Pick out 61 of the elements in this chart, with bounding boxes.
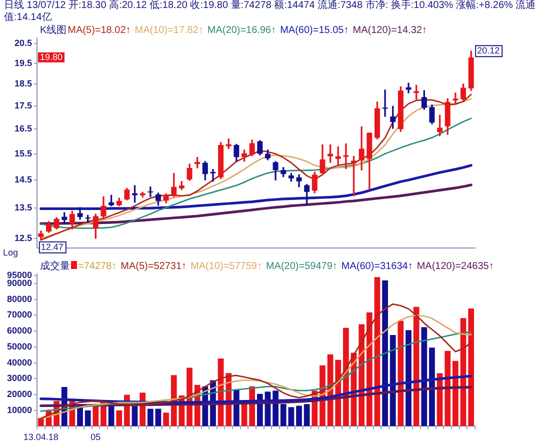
bar xyxy=(147,408,154,426)
bar xyxy=(92,406,99,426)
bar xyxy=(280,404,286,426)
candlestick xyxy=(452,92,458,104)
candlestick xyxy=(343,143,349,170)
y-tick-label: 12.5 xyxy=(14,232,32,243)
legend-title: 成交量 xyxy=(40,261,70,272)
y-tick-label: 50000 xyxy=(6,341,32,352)
y-tick-label: 60000 xyxy=(6,326,32,336)
text: MA(10)=57759↑ xyxy=(190,261,262,272)
y-tick-label: 10000 xyxy=(6,404,32,415)
y-tick-label: 40000 xyxy=(6,357,32,368)
text: MA(10)=17.82↑ xyxy=(134,25,204,36)
y-tick-label: 17.5 xyxy=(14,100,32,110)
text: MA(5)=18.02↑ xyxy=(68,25,131,36)
text: Log xyxy=(3,247,18,258)
y-tick-label: 20000 xyxy=(6,388,32,399)
bar xyxy=(468,308,474,426)
bar xyxy=(413,306,420,426)
y-tick-label: 15.5 xyxy=(14,148,32,158)
legend-title: K线图 xyxy=(40,25,67,36)
text: MA(20)=59479↑ xyxy=(266,261,338,272)
annotation: 19.80 xyxy=(40,52,63,62)
bar xyxy=(382,280,388,426)
bar xyxy=(296,406,302,426)
y-tick-label: 70000 xyxy=(6,310,32,320)
bar xyxy=(452,360,458,426)
y-tick-label: 95000 xyxy=(6,270,32,280)
bar xyxy=(116,410,122,426)
text: MA(120)=24635↑ xyxy=(416,261,494,272)
annotation: 12.47 xyxy=(40,242,64,252)
y-tick-label: 18.5 xyxy=(14,78,32,89)
bar xyxy=(304,404,310,426)
bar xyxy=(390,335,396,426)
text: MA(20)=16.96↑ xyxy=(207,25,276,36)
y-tick-label: 14.5 xyxy=(14,174,32,184)
text: MA(5)=52731↑ xyxy=(120,261,187,272)
bar xyxy=(155,408,162,426)
annotation: 20.12 xyxy=(477,46,500,56)
bar xyxy=(84,410,91,426)
bar xyxy=(421,327,428,426)
text: MA(60)=15.05↑ xyxy=(280,25,349,36)
x-tick-label: 13.04.18 xyxy=(23,432,58,442)
x-tick-label: 05 xyxy=(90,432,101,442)
bar xyxy=(406,330,412,426)
y-tick-label: 30000 xyxy=(6,373,32,384)
y-tick-label: 19.5 xyxy=(14,58,32,68)
bar xyxy=(38,418,44,426)
y-tick-label: 90000 xyxy=(6,278,32,288)
text: MA(120)=14.32↑ xyxy=(352,25,427,36)
candlestick xyxy=(210,168,216,182)
bar xyxy=(288,407,294,426)
y-tick-label: 16.5 xyxy=(14,124,32,134)
bar xyxy=(444,350,451,426)
bar xyxy=(163,412,169,426)
y-tick-label: 20.5 xyxy=(14,38,32,48)
y-tick-label: 13.5 xyxy=(14,202,32,213)
legend-label: =74278↑ xyxy=(78,261,117,272)
text: MA(60)=31634↑ xyxy=(341,261,413,272)
bar xyxy=(429,348,435,426)
y-tick-label: 80000 xyxy=(6,294,32,304)
